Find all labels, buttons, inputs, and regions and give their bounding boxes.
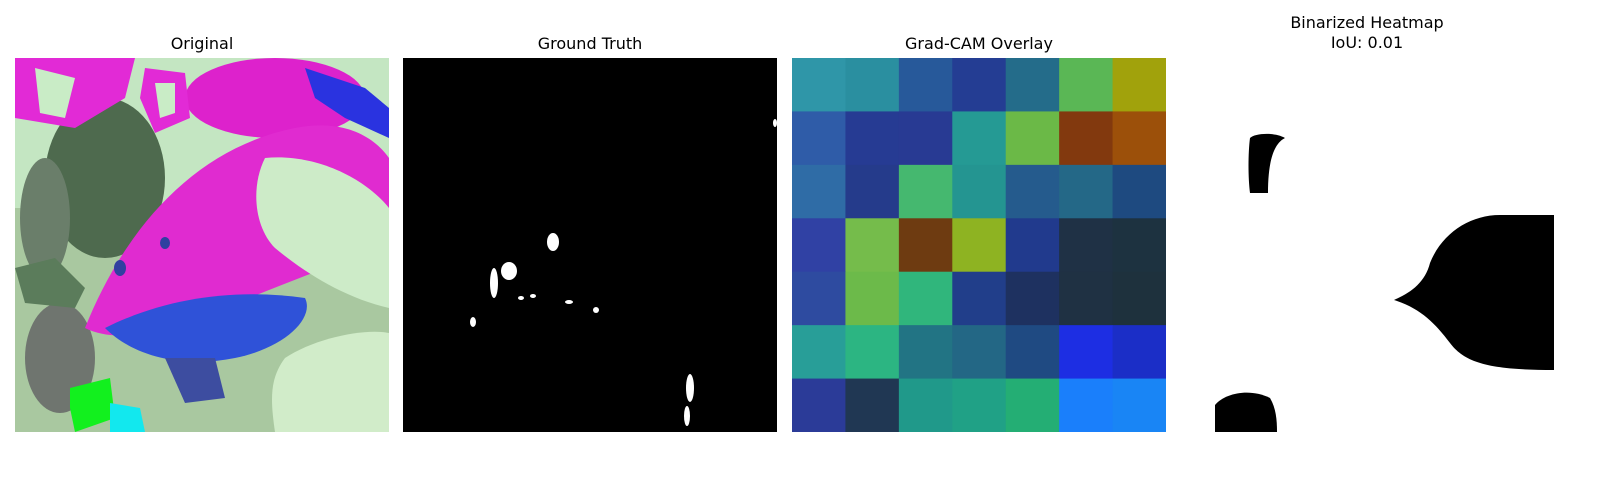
gradcam-cell <box>1112 164 1166 219</box>
gradcam-cell <box>1059 218 1114 273</box>
gradcam-title: Grad-CAM Overlay <box>905 34 1053 53</box>
gradcam-cell <box>952 58 1007 112</box>
gradcam-cell <box>898 218 953 273</box>
gradcam-cell <box>792 111 846 166</box>
gradcam-cell <box>1112 325 1166 380</box>
gradcam-cell <box>898 111 953 166</box>
gradcam-cell <box>845 271 900 326</box>
gradcam-cell <box>845 218 900 273</box>
ground-truth-mask <box>403 58 777 432</box>
gradcam-cell <box>1059 271 1114 326</box>
gradcam-cell <box>792 164 846 219</box>
binarized-title: Binarized Heatmap IoU: 0.01 <box>1180 13 1554 53</box>
iou-label: IoU: 0.01 <box>1330 33 1404 52</box>
gradcam-cell <box>952 325 1007 380</box>
gradcam-cell <box>792 58 846 112</box>
gradcam-cell <box>1059 325 1114 380</box>
gradcam-cell <box>898 325 953 380</box>
gradcam-cell <box>1059 378 1114 432</box>
gradcam-cell <box>792 271 846 326</box>
gradcam-cell <box>898 271 953 326</box>
gradcam-cell <box>1005 378 1060 432</box>
gradcam-cell <box>792 378 846 432</box>
gradcam-cell <box>952 378 1007 432</box>
gradcam-cell <box>952 218 1007 273</box>
gradcam-cell <box>1059 111 1114 166</box>
gradcam-cell <box>845 325 900 380</box>
gradcam-cell <box>1112 378 1166 432</box>
gradcam-cell <box>1005 111 1060 166</box>
gradcam-cell <box>1005 325 1060 380</box>
gradcam-cell <box>1005 58 1060 112</box>
gradcam-cell <box>1005 164 1060 219</box>
gradcam-cell <box>898 164 953 219</box>
gradcam-cell <box>1059 58 1114 112</box>
gradcam-cell <box>952 111 1007 166</box>
ground-truth-title: Ground Truth <box>537 34 643 53</box>
gradcam-cell <box>792 325 846 380</box>
gradcam-cell <box>1112 218 1166 273</box>
gradcam-cell <box>1112 111 1166 166</box>
gradcam-cell <box>898 378 953 432</box>
gradcam-cell <box>1059 164 1114 219</box>
gradcam-cell <box>1005 218 1060 273</box>
original-title: Original <box>170 34 234 53</box>
gradcam-cell <box>845 58 900 112</box>
gradcam-cell <box>792 218 846 273</box>
gradcam-cell <box>952 164 1007 219</box>
original-image <box>15 58 389 432</box>
gradcam-cell <box>845 111 900 166</box>
binarized-title-line1: Binarized Heatmap <box>1290 13 1444 32</box>
gradcam-cell <box>1005 271 1060 326</box>
gradcam-overlay <box>792 58 1166 432</box>
binarized-heatmap <box>1180 58 1554 432</box>
gradcam-cell <box>898 58 953 112</box>
gradcam-cell <box>952 271 1007 326</box>
gradcam-cell <box>845 164 900 219</box>
gradcam-cell <box>1112 271 1166 326</box>
gradcam-cell <box>1112 58 1166 112</box>
gradcam-cell <box>845 378 900 432</box>
